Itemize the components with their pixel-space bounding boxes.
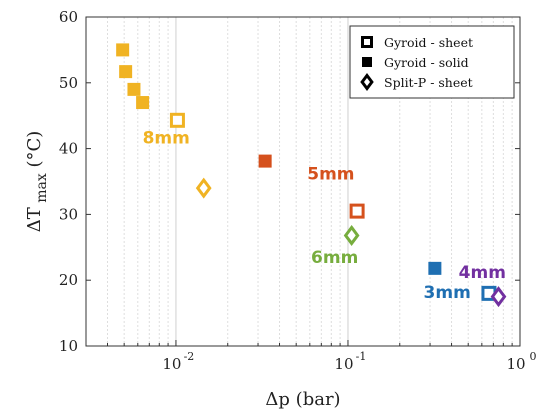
plot-frame <box>85 16 521 347</box>
legend-marker-hollow-square <box>361 36 373 48</box>
data-point-hollow-square <box>169 112 185 128</box>
x-tick-exponent: 0 <box>530 350 537 363</box>
y-axis-label-main: ΔT <box>24 207 45 232</box>
size-label: 8mm <box>143 128 190 148</box>
legend-marker-filled-square <box>362 57 372 67</box>
data-point-diamond <box>343 224 360 246</box>
x-tick-label: 10 <box>334 355 353 373</box>
x-tick-label: 10 <box>162 355 181 373</box>
legend: Gyroid - sheet Gyroid - solid Split-P - sh… <box>349 25 515 99</box>
legend-marker-diamond <box>360 73 374 91</box>
size-label: 4mm <box>459 263 506 283</box>
y-tick-label: 60 <box>59 8 78 26</box>
legend-marker-hollow-square-outline <box>361 36 373 48</box>
data-points <box>116 43 507 308</box>
data-point-filled-square <box>116 43 130 57</box>
y-axis-label-sub: max <box>34 173 50 207</box>
data-point-hollow-square-outline <box>349 203 365 219</box>
y-axis-label: ΔT max (°C) <box>24 131 50 233</box>
x-tick-exponent: -2 <box>184 350 195 363</box>
axis-labels: Δp (bar) ΔT max (°C) <box>24 131 341 410</box>
size-label: 6mm <box>311 248 358 268</box>
data-point-hollow-square-outline <box>169 112 185 128</box>
x-tick-label: 10 <box>506 355 525 373</box>
legend-box <box>349 25 515 99</box>
y-tick-label: 50 <box>59 74 78 92</box>
legend-label: Gyroid - solid <box>384 55 469 70</box>
size-label: 3mm <box>424 283 471 303</box>
x-tick-exponent: -1 <box>356 350 367 363</box>
size-label: 5mm <box>307 165 354 185</box>
data-point-filled-square <box>258 154 272 168</box>
data-point-diamond <box>490 286 507 308</box>
x-axis-label: Δp (bar) <box>265 389 340 410</box>
data-point-diamond <box>195 177 212 199</box>
data-point-filled-square <box>136 96 150 110</box>
data-point-filled-square <box>119 65 133 79</box>
data-point-filled-square <box>127 82 141 96</box>
y-axis-label-unit: (°C) <box>24 131 45 174</box>
data-point-hollow-square <box>349 203 365 219</box>
data-point-filled-square <box>428 261 442 275</box>
y-tick-label: 10 <box>59 337 78 355</box>
y-tick-label: 20 <box>59 271 78 289</box>
y-tick-label: 30 <box>59 205 78 223</box>
y-tick-label: 40 <box>59 140 78 158</box>
legend-label: Gyroid - sheet <box>384 35 473 50</box>
legend-label: Split-P - sheet <box>384 75 473 90</box>
